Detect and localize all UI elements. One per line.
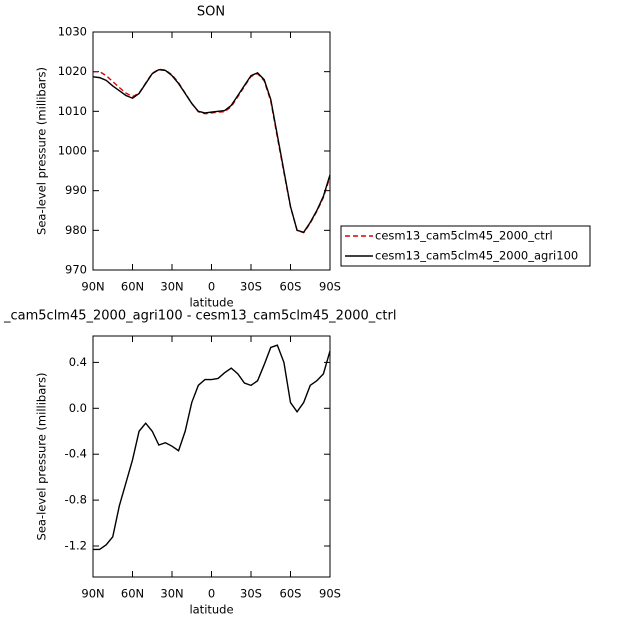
legend-box xyxy=(340,225,591,267)
x-tick-label: 30S xyxy=(240,587,262,601)
y-tick-label: 970 xyxy=(65,263,87,277)
y-tick-label: -0.4 xyxy=(65,447,87,461)
x-tick-label: 30N xyxy=(160,280,183,294)
data-line xyxy=(92,68,331,234)
x-tick-label: 30S xyxy=(240,280,262,294)
legend-label: cesm13_cam5clm45_2000_ctrl xyxy=(375,229,553,243)
legend-label: cesm13_cam5clm45_2000_agri100 xyxy=(375,249,578,263)
y-tick-label: -1.2 xyxy=(65,539,87,553)
x-tick-label: 30N xyxy=(160,587,183,601)
y-tick-label: 990 xyxy=(65,183,87,197)
y-tick-label: 1020 xyxy=(58,64,87,78)
y-tick-label: 1030 xyxy=(58,25,87,39)
x-tick-label: 90S xyxy=(319,280,341,294)
y-axis-label: Sea-level pressure (millibars) xyxy=(35,67,49,235)
y-tick-label: 0.0 xyxy=(69,401,87,415)
x-tick-label: 60S xyxy=(280,280,302,294)
data-line xyxy=(93,344,331,551)
y-tick-label: 1010 xyxy=(58,104,87,118)
x-tick-label: 90N xyxy=(81,587,104,601)
x-axis-label: latitude xyxy=(189,603,233,617)
y-tick-label: -0.8 xyxy=(65,493,87,507)
data-line xyxy=(93,68,331,234)
chart-title: SON xyxy=(197,5,225,20)
x-tick-label: 90S xyxy=(319,587,341,601)
y-axis-label: Sea-level pressure (millibars) xyxy=(35,373,49,541)
x-tick-label: 0 xyxy=(208,587,215,601)
x-axis-label: latitude xyxy=(189,296,233,310)
x-tick-label: 60N xyxy=(121,280,144,294)
y-tick-label: 0.4 xyxy=(69,355,87,369)
y-tick-label: 1000 xyxy=(58,144,87,158)
chart-title: _cam5clm45_2000_agri100 - cesm13_cam5clm… xyxy=(3,309,396,324)
x-tick-label: 60N xyxy=(121,587,144,601)
x-tick-label: 0 xyxy=(208,280,215,294)
x-tick-label: 60S xyxy=(280,587,302,601)
plot-frame xyxy=(92,335,331,578)
plot-frame xyxy=(92,31,331,271)
y-tick-label: 980 xyxy=(65,223,87,237)
x-tick-label: 90N xyxy=(81,280,104,294)
